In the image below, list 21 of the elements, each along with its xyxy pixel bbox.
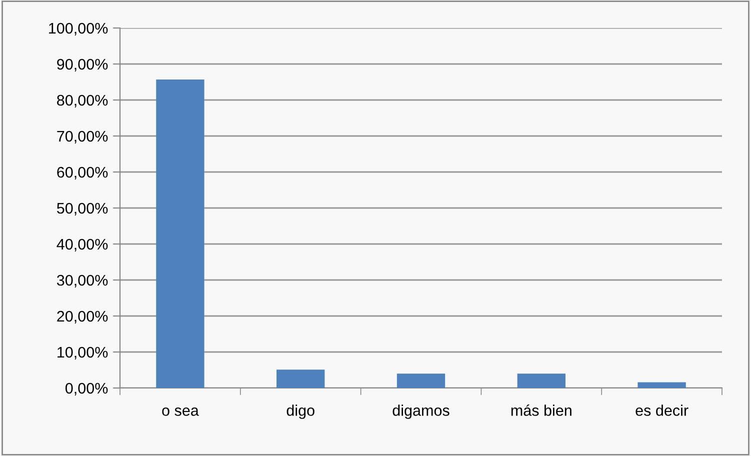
y-tick-label: 80,00% xyxy=(57,94,108,108)
x-tick-label: es decir xyxy=(636,404,688,416)
bar xyxy=(156,79,204,388)
x-tick-label: más bien xyxy=(511,404,572,416)
y-tick-label: 10,00% xyxy=(58,346,108,360)
y-tick-label: 70,00% xyxy=(57,130,108,144)
bar xyxy=(638,382,686,388)
y-tick-label: 30,00% xyxy=(56,274,108,288)
x-tick-label: digo xyxy=(286,404,314,419)
y-tick-label: 90,00% xyxy=(57,58,108,72)
y-tick-label: 60,00% xyxy=(57,166,108,180)
y-tick-label: 100,00% xyxy=(49,22,108,36)
y-tick-label: 20,00% xyxy=(57,310,108,324)
y-tick-label: 50,00% xyxy=(56,202,108,216)
bar xyxy=(517,374,566,388)
y-tick-label: 0,00% xyxy=(65,382,108,396)
bar xyxy=(276,370,325,388)
bar xyxy=(396,374,446,388)
x-tick-label: digamos xyxy=(392,404,450,419)
x-tick-label: o sea xyxy=(162,408,199,416)
y-tick-label: 40,00% xyxy=(56,238,108,252)
